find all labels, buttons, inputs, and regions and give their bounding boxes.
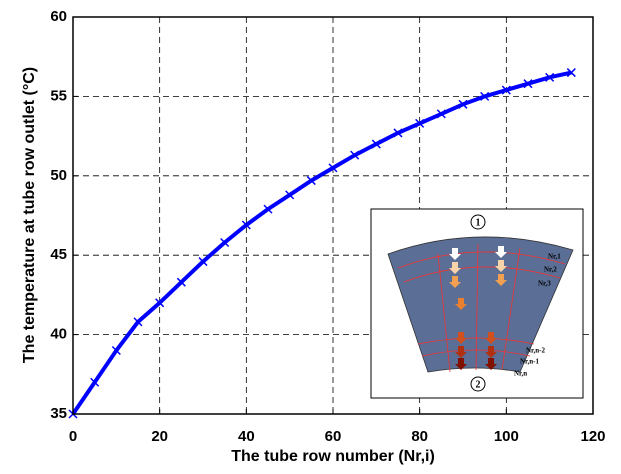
inset-label: 1 bbox=[476, 217, 481, 228]
data-point bbox=[111, 345, 121, 356]
inset-rows bbox=[397, 251, 566, 357]
y-tick-label: 35 bbox=[50, 405, 67, 422]
inlet-circle bbox=[470, 214, 486, 230]
inset-label: Nr,n-2 bbox=[526, 347, 545, 355]
y-tick-label: 55 bbox=[50, 87, 67, 104]
data-point bbox=[545, 72, 555, 82]
data-point bbox=[480, 91, 490, 101]
x-tick-label: 60 bbox=[325, 428, 342, 445]
data-point bbox=[458, 99, 468, 109]
x-tick-label: 20 bbox=[151, 428, 168, 445]
inset-label: Nr,2 bbox=[544, 266, 557, 274]
data-point bbox=[566, 68, 576, 78]
data-point bbox=[285, 190, 295, 200]
data-point bbox=[133, 317, 143, 327]
x-axis-label: The tube row number (Nr,i) bbox=[231, 448, 435, 465]
inset-label: Nr,n-1 bbox=[520, 358, 539, 366]
x-tick-label: 120 bbox=[580, 428, 605, 445]
data-point bbox=[198, 257, 208, 267]
data-point bbox=[371, 139, 381, 149]
y-axis-label: The temperature at tube row outlet (°C) bbox=[21, 67, 38, 363]
data-point bbox=[350, 150, 360, 160]
inset: 1 2 Nr,1 Nr,2 Nr,3 Nr,n-2 Nr,n-1 Nr,n bbox=[370, 208, 584, 399]
data-point bbox=[393, 128, 403, 138]
y-tick-label: 45 bbox=[50, 246, 67, 263]
inset-label: Nr,1 bbox=[548, 253, 561, 261]
y-tick-label: 50 bbox=[50, 167, 67, 184]
inset-label: Nr,3 bbox=[538, 280, 551, 288]
data-point bbox=[328, 163, 338, 173]
data-point bbox=[523, 79, 533, 89]
data-point bbox=[90, 377, 100, 387]
inset-columns bbox=[437, 243, 521, 373]
data-point bbox=[501, 85, 511, 95]
x-tick-label: 40 bbox=[238, 428, 255, 445]
inset-label: 2 bbox=[476, 379, 481, 390]
y-tick-label: 60 bbox=[50, 8, 67, 25]
data-point bbox=[220, 237, 230, 248]
outlet-circle bbox=[470, 376, 486, 392]
data-point bbox=[176, 277, 186, 287]
data-point bbox=[436, 109, 446, 119]
inset-arrows bbox=[449, 246, 507, 370]
inset-label: Nr,n bbox=[514, 370, 527, 378]
x-tick-label: 80 bbox=[411, 428, 428, 445]
data-point bbox=[241, 220, 251, 230]
data-point bbox=[155, 298, 165, 308]
x-tick-label: 100 bbox=[494, 428, 519, 445]
data-point bbox=[415, 118, 425, 128]
y-tick-label: 40 bbox=[50, 326, 67, 343]
data-point bbox=[306, 176, 316, 186]
x-tick-label: 0 bbox=[69, 428, 77, 445]
plot bbox=[68, 68, 576, 419]
data-point bbox=[263, 204, 273, 214]
